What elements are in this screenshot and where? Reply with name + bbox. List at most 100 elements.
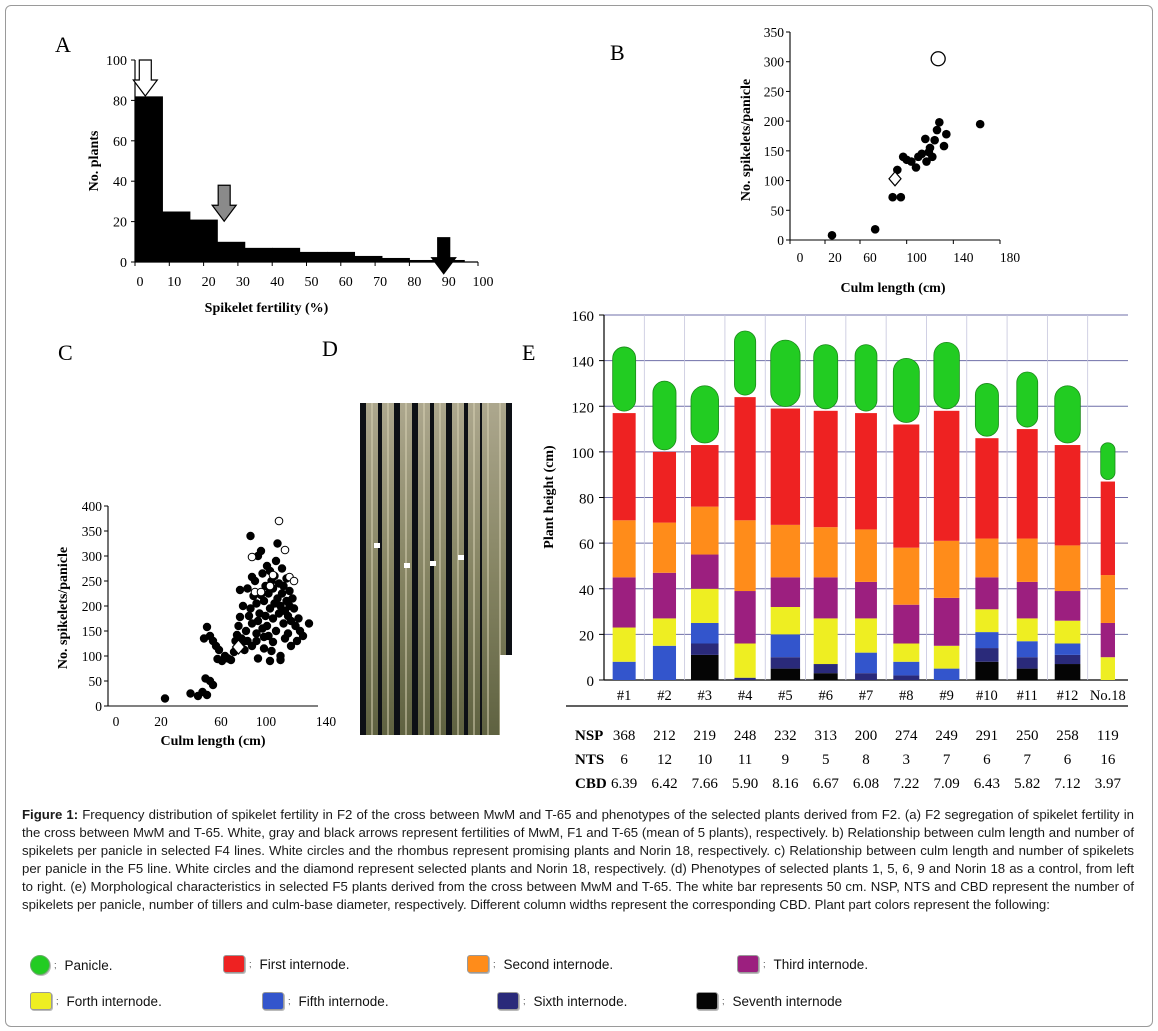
legend-label: Third internode. (773, 956, 869, 972)
panicle-#12 (1054, 385, 1081, 444)
table-row-label: CBD (575, 776, 607, 792)
segment-third-internode-#2 (652, 572, 677, 619)
data-point (252, 629, 261, 638)
y-tick-label: 120 (572, 400, 595, 416)
table-cell: 10 (697, 752, 712, 768)
segment-forth-internode-#3 (690, 588, 719, 623)
data-point (238, 601, 248, 611)
segment-first-internode-#4 (734, 397, 756, 521)
category-label: #12 (1057, 688, 1079, 704)
segment-third-internode-#5 (770, 577, 801, 607)
segment-third-internode-#1 (612, 577, 636, 628)
data-point (160, 694, 170, 703)
table-row-label: NTS (575, 752, 604, 768)
category-label: #1 (617, 688, 632, 704)
y-tick-label: 350 (764, 25, 785, 40)
scale-bar-50cm (500, 655, 512, 735)
panicle-#11 (1016, 371, 1039, 428)
table-cell: 7.66 (692, 776, 719, 792)
x-tick-label: 10 (167, 275, 181, 290)
y-tick-label: 60 (113, 135, 127, 150)
data-point (253, 616, 263, 626)
segment-seventh-internode-#6 (813, 673, 838, 680)
data-point (244, 611, 254, 621)
category-label: #10 (976, 688, 998, 704)
data-point (186, 689, 195, 698)
data-point (930, 135, 939, 145)
arrow-mwm (132, 59, 159, 97)
legend-swatch (30, 992, 52, 1010)
table-cell: 6.67 (813, 776, 840, 792)
figure-frame (5, 5, 1153, 1027)
selected-plant-point (256, 587, 266, 597)
y-tick-label: 80 (579, 492, 594, 508)
segment-second-internode-#10 (975, 538, 999, 578)
table-cell: 12 (657, 752, 672, 768)
plant-photo-drawing (360, 403, 512, 735)
data-point (267, 646, 276, 656)
segment-second-internode-#11 (1016, 538, 1038, 582)
table-cell: 6 (1064, 752, 1072, 768)
legend-separator: ; (54, 960, 57, 970)
y-tick-label: 200 (764, 114, 785, 129)
legend-item-forth-internode: ; Forth internode. (30, 992, 162, 1010)
data-point (911, 163, 921, 172)
legend-label: Seventh internode (732, 993, 843, 1009)
y-tick-label: 400 (82, 499, 103, 514)
data-point (265, 656, 275, 666)
data-point (273, 539, 282, 548)
data-point (932, 125, 942, 135)
data-point (942, 129, 951, 139)
category-label: #7 (859, 688, 874, 704)
x-tick-label: 180 (1000, 250, 1021, 265)
segment-forth-internode-#1 (612, 627, 636, 662)
segment-second-internode-#3 (690, 506, 719, 555)
legend-label: Sixth internode. (533, 993, 628, 1009)
selected-plant-point (265, 581, 275, 591)
y-tick-label: 40 (113, 175, 127, 190)
segment-second-internode-No.18 (1100, 575, 1115, 623)
x-axis-label: Culm length (cm) (161, 734, 266, 749)
data-point (208, 680, 218, 690)
segment-seventh-internode-#5 (770, 668, 801, 680)
y-tick-label: 300 (764, 55, 785, 70)
data-point (288, 594, 297, 603)
category-label: #4 (738, 688, 753, 704)
segment-second-internode-#1 (612, 520, 636, 578)
legend-swatch (497, 992, 519, 1010)
data-point (896, 192, 906, 202)
segment-sixth-internode-#5 (770, 657, 801, 669)
histogram-bar-8 (354, 255, 383, 262)
tag-label-0 (374, 543, 380, 548)
y-tick-label: 0 (120, 256, 127, 271)
table-cell: 3 (903, 752, 911, 768)
plant-photo (360, 403, 512, 735)
data-point (214, 645, 224, 655)
data-point (888, 192, 897, 202)
data-point (259, 596, 269, 606)
data-point (292, 636, 302, 646)
data-point (253, 654, 263, 663)
segment-second-internode-#12 (1054, 545, 1081, 592)
histogram-bar-5 (272, 247, 301, 262)
segment-forth-internode-#6 (813, 618, 838, 665)
x-tick-label: 60 (214, 714, 228, 729)
y-tick-label: 100 (106, 54, 127, 69)
data-point (271, 556, 281, 566)
x-tick-label: 30 (236, 275, 250, 290)
legend-label: Fifth internode. (298, 993, 389, 1009)
segment-fifth-internode-#3 (690, 622, 719, 644)
category-label: No.18 (1090, 688, 1126, 704)
data-point (935, 118, 944, 127)
promising-plant-point (930, 51, 946, 67)
segment-fifth-internode-#2 (652, 645, 677, 680)
histogram-bar-1 (162, 211, 191, 262)
segment-forth-internode-#4 (734, 643, 756, 678)
segment-sixth-internode-#8 (893, 675, 920, 680)
data-point (975, 119, 985, 129)
segment-third-internode-No.18 (1100, 622, 1115, 658)
segment-second-internode-#4 (734, 520, 756, 592)
segment-first-internode-#11 (1016, 429, 1038, 539)
